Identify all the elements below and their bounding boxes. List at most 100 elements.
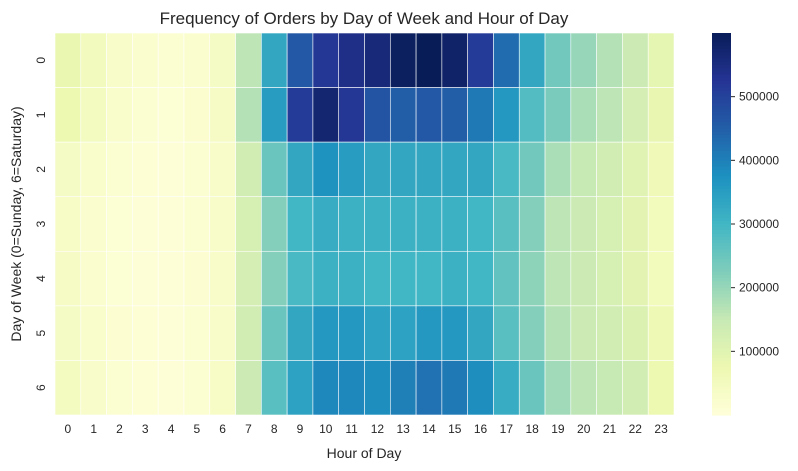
y-tick-label: 5 — [34, 329, 48, 336]
heatmap-cell — [261, 250, 288, 307]
heatmap-cell — [235, 87, 262, 143]
heatmap-cell — [544, 250, 572, 307]
colorbar-segment — [712, 188, 731, 193]
heatmap-cell — [622, 141, 649, 198]
heatmap-cell — [518, 141, 546, 198]
heatmap-cell — [493, 250, 520, 307]
heatmap-cell — [157, 305, 185, 361]
heatmap-cell — [209, 32, 236, 88]
heatmap-cell — [235, 250, 262, 307]
heatmap-cell — [389, 250, 417, 307]
colorbar-segment — [712, 239, 731, 244]
heatmap-cell — [183, 32, 211, 88]
colorbar-tick-labels: 100000 200000 300000 400000 500000 — [731, 90, 779, 358]
heatmap-cell — [647, 196, 675, 252]
colorbar-segment — [712, 392, 731, 397]
colorbar-segment — [712, 389, 731, 394]
heatmap-cell — [132, 87, 159, 143]
colorbar-segment — [712, 230, 731, 235]
colorbar-segment — [712, 271, 731, 276]
y-tick-labels: 0 1 2 3 4 5 6 — [34, 57, 48, 391]
colorbar-segment — [712, 201, 731, 206]
heatmap-cell — [106, 32, 133, 88]
heatmap-cell — [157, 32, 185, 88]
heatmap-cell — [544, 305, 572, 361]
colorbar-segment — [712, 316, 731, 321]
colorbar-segment — [712, 192, 731, 196]
heatmap-cell — [467, 87, 494, 143]
heatmap-cell — [286, 141, 314, 198]
colorbar — [712, 33, 731, 416]
heatmap-cell — [493, 32, 520, 88]
colorbar-segment — [712, 83, 731, 88]
heatmap-cell — [286, 250, 314, 307]
heatmap-cell — [364, 360, 391, 416]
colorbar-segment — [712, 367, 731, 372]
heatmap-cell — [364, 250, 391, 307]
colorbar-segment — [712, 364, 731, 368]
heatmap-cell — [157, 250, 185, 307]
heatmap-cell — [106, 305, 133, 361]
y-tick-label: 0 — [34, 57, 48, 64]
heatmap-cell — [596, 87, 623, 143]
colorbar-segment — [712, 109, 731, 114]
heatmap-cell — [570, 87, 597, 143]
heatmap-cell — [235, 141, 262, 198]
colorbar-segment — [712, 48, 731, 53]
colorbar-segment — [712, 144, 731, 149]
colorbar-segment — [712, 176, 731, 181]
heatmap-cell — [493, 87, 520, 143]
heatmap-cell — [106, 360, 133, 416]
heatmap-cell — [157, 360, 185, 416]
heatmap-cell — [441, 141, 468, 198]
colorbar-segment — [712, 99, 731, 104]
heatmap-cell — [415, 32, 443, 88]
heatmap-cell — [415, 87, 443, 143]
colorbar-segment — [712, 386, 731, 391]
heatmap-cell — [183, 196, 211, 252]
colorbar-segment — [712, 128, 731, 133]
x-tick-label: 14 — [422, 422, 436, 436]
heatmap-cell — [286, 87, 314, 143]
heatmap-cell — [467, 305, 494, 361]
colorbar-segment — [712, 402, 731, 407]
x-tick-label: 6 — [219, 422, 226, 436]
heatmap-cell — [518, 360, 546, 416]
colorbar-segment — [712, 93, 731, 98]
colorbar-segment — [712, 227, 731, 231]
colorbar-segment — [712, 157, 731, 161]
heatmap-cell — [132, 250, 159, 307]
heatmap-cell — [312, 305, 340, 361]
colorbar-segment — [712, 284, 731, 289]
colorbar-segment — [712, 96, 731, 101]
x-tick-label: 0 — [65, 422, 72, 436]
colorbar-segment — [712, 33, 731, 37]
heatmap-cell — [286, 305, 314, 361]
colorbar-segment — [712, 87, 731, 91]
colorbar-segment — [712, 217, 731, 222]
colorbar-segment — [712, 395, 731, 400]
colorbar-segment — [712, 233, 731, 238]
colorbar-segment — [712, 297, 731, 301]
colorbar-segment — [712, 348, 731, 352]
heatmap-cell — [493, 360, 520, 416]
x-tick-labels: 0 1 2 3 4 5 6 7 8 9 10 11 12 13 14 15 16 17 18 19 20 21 22 23 — [65, 422, 669, 436]
heatmap-cell — [596, 305, 623, 361]
heatmap-cell — [235, 305, 262, 361]
colorbar-segment — [712, 408, 731, 413]
heatmap-cell — [235, 32, 262, 88]
x-tick-label: 7 — [245, 422, 252, 436]
colorbar-segment — [712, 71, 731, 75]
colorbar-segment — [712, 134, 731, 139]
colorbar-segment — [712, 265, 731, 270]
heatmap-cell — [312, 141, 340, 198]
heatmap-cell — [647, 305, 675, 361]
heatmap-cell — [80, 305, 107, 361]
colorbar-segment — [712, 405, 731, 410]
colorbar-segment — [712, 58, 731, 63]
heatmap-cell — [544, 32, 572, 88]
heatmap-cell — [570, 141, 597, 198]
heatmap-cell — [622, 196, 649, 252]
heatmap-cell — [518, 87, 546, 143]
